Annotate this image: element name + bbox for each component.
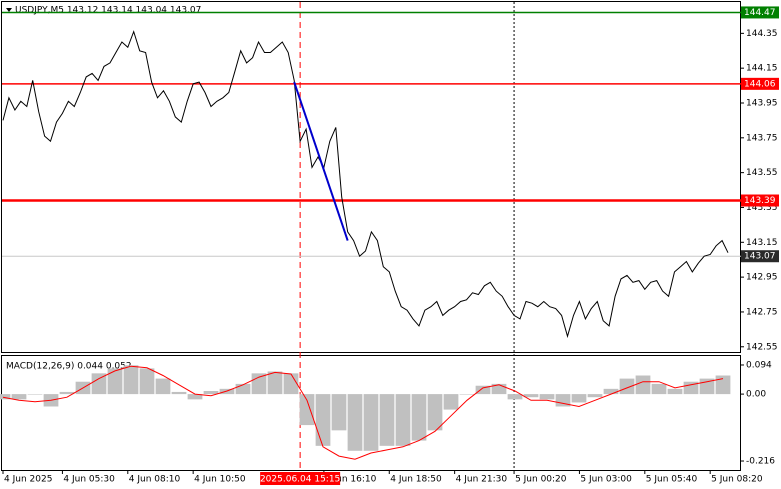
y-tick-label: 144.35 [746, 29, 778, 39]
histogram-bar [187, 394, 203, 400]
macd-panel-frame [1, 355, 741, 471]
histogram-bar [171, 391, 187, 395]
histogram-bar [251, 373, 267, 395]
menu-arrow [6, 8, 12, 12]
histogram-bar [123, 365, 139, 395]
histogram-bar [507, 394, 523, 400]
histogram-bar [155, 378, 171, 395]
cursor-label-box [260, 472, 341, 485]
histogram-bar [347, 394, 363, 451]
histogram-bar [571, 394, 587, 403]
histogram-bar [331, 394, 347, 431]
histogram-bar [27, 394, 43, 395]
y-tick-label: 143.55 [746, 168, 778, 178]
x-tick-label: 5 Jun 05:40 [646, 475, 698, 485]
histogram-bar [491, 383, 507, 395]
histogram-bar [635, 375, 651, 395]
histogram-bar [555, 394, 571, 407]
y-tick-label: 142.55 [746, 342, 778, 352]
price-line [2, 30, 729, 339]
histogram-bar [459, 394, 475, 395]
x-tick-label: 5 Jun 03:00 [580, 475, 632, 485]
histogram-bar [395, 394, 411, 446]
y-tick-label: 144.15 [746, 64, 778, 74]
histogram-bar [315, 394, 331, 446]
histogram-bar [475, 385, 491, 395]
y-tick-label: 142.95 [746, 273, 778, 283]
macd-title: MACD(12,26,9) 0.044 0.052 [6, 362, 132, 372]
histogram-bar [299, 394, 315, 426]
level-label: 143.39 [744, 196, 776, 206]
x-tick-label: 4 Jun 16:10 [325, 475, 377, 485]
price-panel-frame [1, 1, 741, 353]
level-label-box [741, 194, 779, 207]
y-tick-label: 143.15 [746, 238, 778, 248]
x-tick-label: 5 Jun 00:20 [515, 475, 567, 485]
histogram-bar [603, 388, 619, 395]
histogram-bar [139, 368, 155, 395]
histogram-bar [411, 394, 427, 441]
x-tick-label: 4 Jun 08:10 [129, 475, 181, 485]
y-tick-label: 143.35 [746, 203, 778, 213]
histogram-bar [91, 373, 107, 395]
histogram-bar [11, 394, 27, 400]
histogram-bar [667, 388, 683, 395]
cursor-label: 2025.06.04 15:15 [260, 475, 340, 485]
histogram-bar [59, 391, 75, 395]
trend-line [293, 81, 349, 241]
histogram-bar [203, 391, 219, 395]
histogram-bar [235, 383, 251, 395]
level-label-box [741, 6, 779, 19]
histogram-bar [427, 394, 443, 431]
histogram-bar [523, 394, 539, 398]
y-tick-label: -0.216 [746, 457, 775, 467]
x-tick-label: 4 Jun 18:50 [390, 475, 442, 485]
histogram-bar [619, 378, 635, 395]
histogram-bar [443, 394, 459, 410]
y-tick-label: 143.75 [746, 133, 778, 143]
histogram-bar [283, 373, 299, 395]
x-tick-label: 4 Jun 10:50 [194, 475, 246, 485]
histogram-bar [0, 394, 11, 400]
level-label: 143.07 [744, 252, 776, 262]
level-label-box [741, 250, 779, 263]
y-tick-label: 142.75 [746, 307, 778, 317]
histogram-bar [715, 375, 731, 395]
level-label-box [741, 77, 779, 90]
histogram-bar [651, 383, 667, 395]
histogram-bar [107, 368, 123, 395]
x-tick-label: 5 Jun 08:20 [711, 475, 763, 485]
level-label: 144.47 [744, 8, 776, 18]
signal-line [2, 365, 724, 460]
histogram-bar [587, 394, 603, 398]
x-tick-label: 4 Jun 21:30 [456, 475, 508, 485]
histogram-bar [363, 394, 379, 451]
histogram-bar [539, 394, 555, 400]
x-tick-label: 4 Jun 05:30 [63, 475, 115, 485]
y-tick-label: 0.00 [746, 390, 766, 400]
y-tick-label: 143.95 [746, 98, 778, 108]
histogram-bar [379, 394, 395, 446]
x-tick-label: 4 Jun 2025 [4, 475, 52, 485]
y-tick-label: 0.094 [746, 360, 772, 370]
histogram-bar [683, 381, 699, 395]
level-label: 144.06 [744, 79, 776, 89]
price-title: USDJPY,M5 143.12 143.14 143.04 143.07 [15, 6, 201, 16]
histogram-bar [267, 371, 283, 395]
